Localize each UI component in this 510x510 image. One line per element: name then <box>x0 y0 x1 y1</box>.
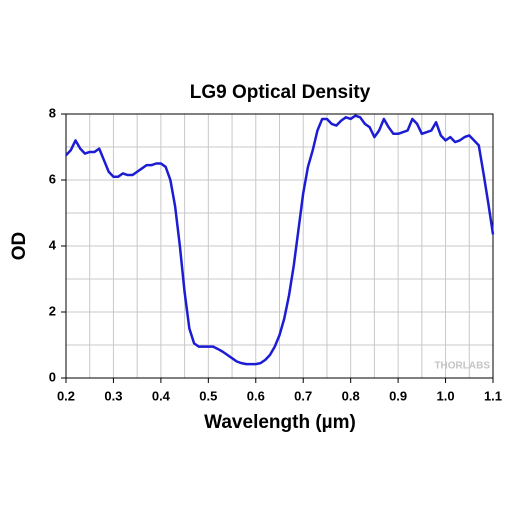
y-tick-label: 0 <box>49 369 56 384</box>
x-tick-label: 0.8 <box>342 388 360 403</box>
x-tick-label: 1.0 <box>437 388 455 403</box>
chart-title: LG9 Optical Density <box>190 82 371 103</box>
plot-frame <box>65 113 494 379</box>
x-tick-label: 0.9 <box>389 388 407 403</box>
x-tick-label: 0.3 <box>104 388 122 403</box>
y-tick-label: 8 <box>49 105 56 120</box>
y-tick-label: 4 <box>49 237 57 252</box>
data-line <box>65 114 495 366</box>
x-tick-label: 0.4 <box>152 388 171 403</box>
x-tick-label: 1.1 <box>484 388 502 403</box>
x-axis-label: Wavelength (µm) <box>204 412 356 433</box>
x-tick-label: 0.6 <box>247 388 265 403</box>
watermark: THORLABS <box>434 361 490 372</box>
y-tick-label: 6 <box>49 171 56 186</box>
x-tick-label: 0.7 <box>294 388 312 403</box>
y-tick-label: 2 <box>49 303 56 318</box>
x-tick-label: 0.2 <box>57 388 75 403</box>
x-tick-label: 0.5 <box>199 388 217 403</box>
y-axis-label: OD <box>9 232 30 261</box>
